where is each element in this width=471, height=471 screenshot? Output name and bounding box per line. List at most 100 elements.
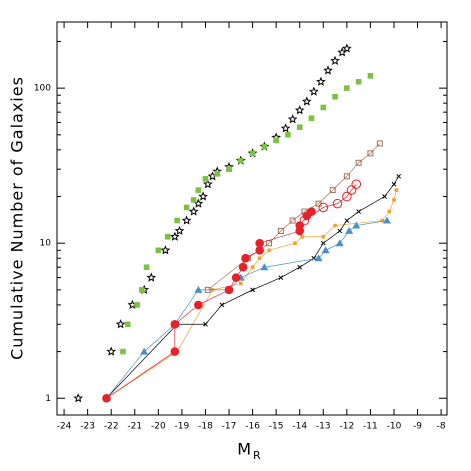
- x-point: [250, 287, 255, 293]
- x-tick-label: -17: [222, 422, 237, 432]
- x-tick-label: -23: [80, 422, 95, 432]
- open-square-point: [376, 140, 383, 147]
- x-tick-label: -12: [339, 422, 354, 432]
- x-point: [320, 240, 326, 246]
- open-square-point: [277, 227, 284, 234]
- star-point: [308, 86, 319, 96]
- circle-point: [170, 347, 180, 356]
- star-point: [115, 319, 126, 329]
- circle-point: [255, 245, 264, 255]
- square-point: [183, 204, 190, 211]
- open-circle-point: [318, 202, 329, 213]
- y-tick-label: 1: [45, 394, 51, 404]
- square-point: [355, 78, 362, 85]
- triangle-point: [352, 221, 361, 229]
- x-axis-label-subscript: R: [253, 449, 261, 462]
- x-axis-label: M: [237, 440, 252, 459]
- triangle-point: [314, 254, 323, 262]
- circle-point: [241, 253, 250, 263]
- square-point: [238, 157, 244, 164]
- star-point: [294, 105, 305, 115]
- star-point: [287, 114, 298, 124]
- x-point: [344, 218, 350, 223]
- star-point: [146, 272, 157, 282]
- circle-point: [170, 319, 180, 329]
- square-point: [285, 132, 291, 138]
- series-line: [106, 190, 397, 399]
- star-point: [330, 55, 340, 65]
- x-tick-label: -21: [127, 422, 142, 432]
- circle-point: [307, 207, 316, 216]
- circle-point: [231, 273, 241, 282]
- x-point: [382, 194, 387, 199]
- x-point: [297, 264, 303, 270]
- x-tick-label: -20: [151, 422, 166, 432]
- square-point: [296, 124, 303, 130]
- open-circle-point: [342, 191, 352, 202]
- square-point: [214, 171, 221, 177]
- star-point: [323, 65, 333, 75]
- y-tick-label: 10: [40, 239, 52, 249]
- x-point: [337, 228, 343, 234]
- small-square-point: [293, 241, 297, 246]
- star-point: [73, 393, 84, 403]
- square-point: [190, 197, 197, 203]
- square-point: [164, 233, 171, 240]
- square-point: [120, 348, 126, 355]
- circle-point: [102, 393, 111, 403]
- circle-point: [238, 262, 248, 272]
- star-point: [198, 191, 208, 201]
- plot-frame: [56, 21, 448, 416]
- x-point: [203, 321, 208, 327]
- square-point: [134, 302, 140, 308]
- x-tick-label: -14: [292, 422, 307, 432]
- triangle-point: [321, 246, 330, 254]
- x-point: [219, 302, 225, 308]
- star-point: [301, 96, 312, 106]
- small-square-point: [257, 256, 262, 261]
- star-point: [341, 43, 352, 53]
- small-square-point: [321, 234, 326, 239]
- square-point: [249, 150, 256, 157]
- open-circle-point: [346, 185, 357, 195]
- star-point: [316, 76, 326, 86]
- triangle-point: [194, 285, 203, 293]
- small-square-point: [239, 281, 243, 286]
- square-point: [143, 264, 150, 271]
- circle-point: [295, 221, 305, 230]
- open-square-point: [266, 240, 273, 247]
- square-point: [202, 176, 209, 182]
- star-point: [181, 215, 192, 225]
- x-tick-label: -16: [245, 422, 260, 432]
- triangle-point: [335, 239, 344, 247]
- x-tick-label: -9: [413, 422, 422, 432]
- open-circle-point: [332, 198, 343, 209]
- y-axis-label: Cumulative Number of Galaxies: [8, 76, 27, 360]
- x-tick-label: -13: [316, 422, 331, 432]
- square-point: [273, 137, 279, 144]
- star-point: [169, 231, 180, 241]
- small-square-point: [394, 188, 399, 192]
- open-square-point: [367, 150, 374, 157]
- circle-point: [194, 300, 203, 310]
- small-square-point: [250, 265, 255, 270]
- triangle-point: [345, 226, 354, 234]
- circle-point: [255, 238, 264, 248]
- square-point: [332, 93, 338, 100]
- square-point: [174, 217, 180, 224]
- star-point: [174, 225, 185, 236]
- open-square-point: [343, 173, 350, 180]
- series-line: [106, 220, 387, 399]
- square-point: [195, 187, 202, 193]
- x-tick-label: -24: [57, 422, 72, 432]
- x-tick-label: -15: [269, 422, 284, 432]
- open-square-point: [355, 159, 362, 166]
- square-point: [139, 287, 145, 293]
- small-square-point: [267, 248, 271, 253]
- x-tick-label: -18: [198, 422, 213, 432]
- square-point: [308, 115, 315, 121]
- series-line: [304, 184, 357, 221]
- x-point: [391, 181, 397, 187]
- square-point: [226, 166, 232, 173]
